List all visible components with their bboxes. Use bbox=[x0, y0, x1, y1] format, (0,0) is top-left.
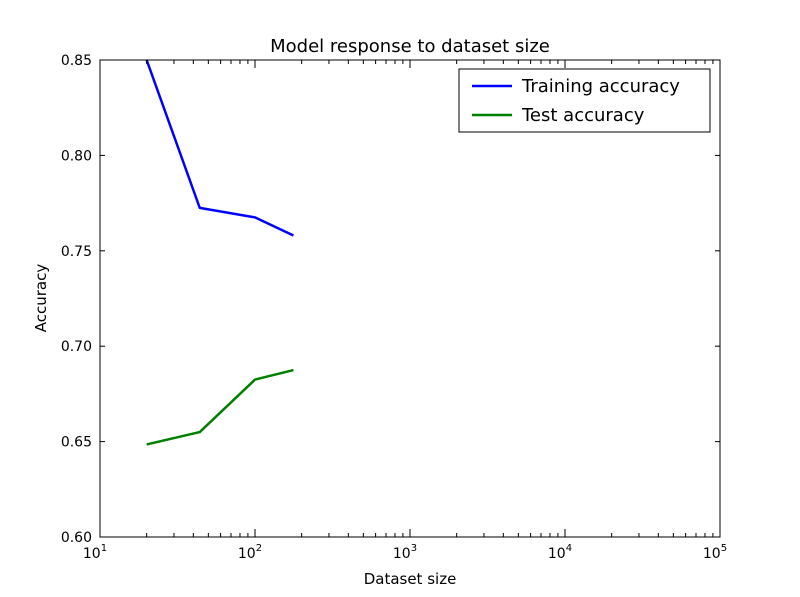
x-tick-base: 10 bbox=[83, 546, 101, 562]
x-tick-label: 101 bbox=[83, 543, 107, 562]
y-tick-label: 0.80 bbox=[61, 148, 92, 164]
legend: Training accuracy Test accuracy bbox=[458, 68, 711, 133]
x-tick-exponent: 2 bbox=[256, 543, 262, 554]
legend-label-test: Test accuracy bbox=[521, 105, 645, 126]
x-tick-exponent: 5 bbox=[721, 543, 727, 554]
y-tick-label: 0.70 bbox=[61, 339, 92, 355]
x-tick-base: 10 bbox=[703, 546, 721, 562]
x-tick-base: 10 bbox=[548, 546, 566, 562]
x-tick-exponent: 4 bbox=[566, 543, 572, 554]
series-layer bbox=[145, 59, 294, 446]
x-tick-base: 10 bbox=[393, 546, 411, 562]
legend-label-training: Training accuracy bbox=[521, 76, 680, 97]
x-tick-exponent: 3 bbox=[411, 543, 417, 554]
series-line-0 bbox=[145, 59, 294, 237]
y-tick-label: 0.60 bbox=[61, 530, 92, 546]
x-tick-label: 104 bbox=[548, 543, 572, 562]
x-tick-label: 103 bbox=[393, 543, 417, 562]
y-tick-label: 0.65 bbox=[61, 435, 92, 451]
y-axis-label: Accuracy bbox=[32, 264, 50, 333]
y-tick-label: 0.85 bbox=[61, 53, 92, 69]
legend-box bbox=[458, 68, 711, 133]
x-tick-label: 105 bbox=[703, 543, 727, 562]
chart-title: Model response to dataset size bbox=[270, 36, 550, 57]
x-tick-base: 10 bbox=[238, 546, 256, 562]
x-tick-exponent: 1 bbox=[101, 543, 107, 554]
x-tick-label: 102 bbox=[238, 543, 262, 562]
series-line-1 bbox=[146, 368, 294, 446]
x-axis-label: Dataset size bbox=[364, 570, 457, 588]
y-tick-label: 0.75 bbox=[61, 244, 92, 260]
